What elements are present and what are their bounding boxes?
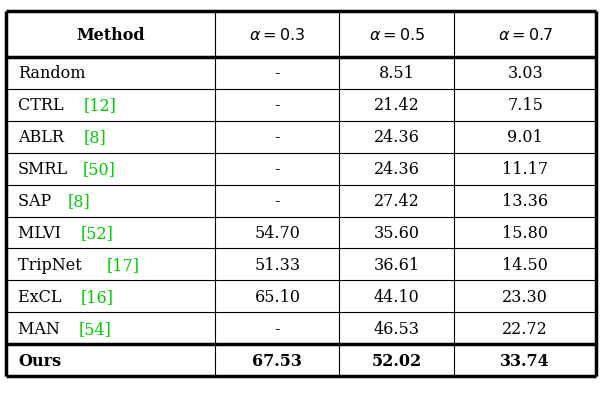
Text: SMRL: SMRL: [18, 161, 68, 178]
Text: [8]: [8]: [67, 193, 90, 209]
Text: 15.80: 15.80: [502, 225, 548, 241]
Text: -: -: [275, 193, 280, 209]
Text: $\alpha = 0.5$: $\alpha = 0.5$: [369, 27, 425, 43]
Text: 9.01: 9.01: [507, 129, 543, 146]
Text: Ours: Ours: [18, 352, 61, 369]
Text: 67.53: 67.53: [252, 352, 302, 369]
Text: 11.17: 11.17: [502, 161, 548, 178]
Text: ABLR: ABLR: [18, 129, 69, 146]
Text: [50]: [50]: [82, 161, 116, 178]
Text: 35.60: 35.60: [374, 225, 420, 241]
Text: [52]: [52]: [80, 225, 113, 241]
Text: 13.36: 13.36: [502, 193, 548, 209]
Text: Method: Method: [76, 27, 145, 43]
Text: 33.74: 33.74: [500, 352, 550, 369]
Text: $\alpha = 0.3$: $\alpha = 0.3$: [249, 27, 305, 43]
Text: [16]: [16]: [81, 288, 114, 305]
Text: 36.61: 36.61: [374, 256, 420, 273]
Text: -: -: [275, 161, 280, 178]
Text: 8.51: 8.51: [379, 65, 415, 82]
Text: [12]: [12]: [84, 97, 116, 114]
Text: SAP: SAP: [18, 193, 57, 209]
Text: -: -: [275, 65, 280, 82]
Text: 54.70: 54.70: [255, 225, 300, 241]
Text: MLVI: MLVI: [18, 225, 66, 241]
Text: 24.36: 24.36: [374, 161, 420, 178]
Text: 14.50: 14.50: [502, 256, 548, 273]
Text: 22.72: 22.72: [502, 320, 548, 337]
Text: 46.53: 46.53: [374, 320, 420, 337]
Text: [8]: [8]: [84, 129, 107, 146]
Text: 51.33: 51.33: [254, 256, 300, 273]
Text: MAN: MAN: [18, 320, 65, 337]
Text: 23.30: 23.30: [502, 288, 548, 305]
Text: 27.42: 27.42: [374, 193, 420, 209]
Text: -: -: [275, 129, 280, 146]
Text: ExCL: ExCL: [18, 288, 67, 305]
Text: [17]: [17]: [107, 256, 140, 273]
Text: -: -: [275, 320, 280, 337]
Text: 7.15: 7.15: [507, 97, 543, 114]
Text: $\alpha = 0.7$: $\alpha = 0.7$: [498, 27, 553, 43]
Text: 65.10: 65.10: [255, 288, 300, 305]
Text: 24.36: 24.36: [374, 129, 420, 146]
Text: 44.10: 44.10: [374, 288, 420, 305]
Text: 21.42: 21.42: [374, 97, 420, 114]
Text: -: -: [275, 97, 280, 114]
Text: 3.03: 3.03: [507, 65, 543, 82]
Text: TripNet: TripNet: [18, 256, 87, 273]
Text: CTRL: CTRL: [18, 97, 69, 114]
Text: 52.02: 52.02: [372, 352, 422, 369]
Text: [54]: [54]: [79, 320, 111, 337]
Text: Random: Random: [18, 65, 85, 82]
